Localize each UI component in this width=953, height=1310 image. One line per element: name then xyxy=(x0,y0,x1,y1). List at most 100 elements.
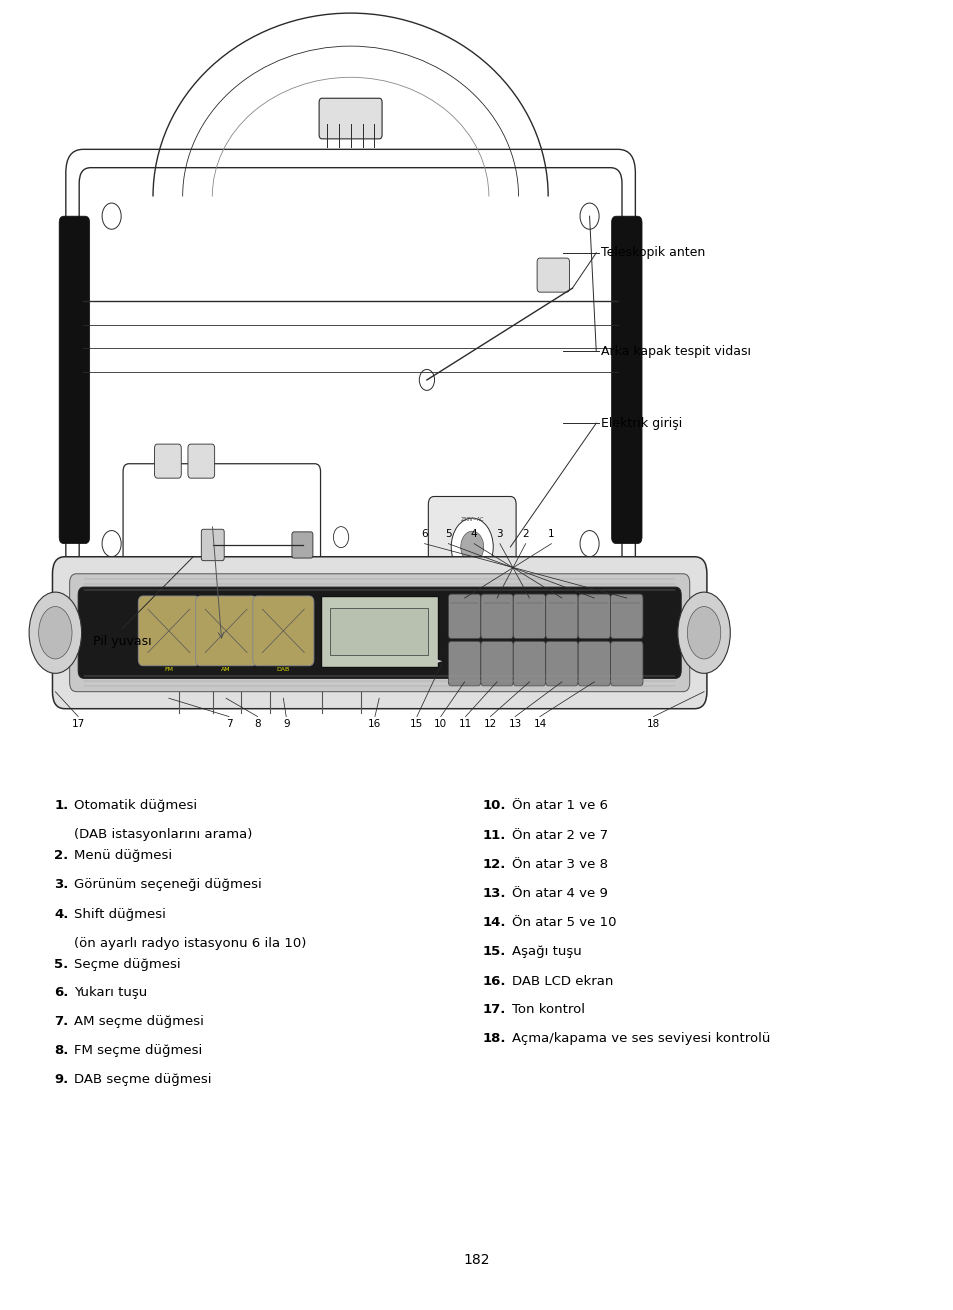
Circle shape xyxy=(579,531,598,557)
FancyBboxPatch shape xyxy=(428,496,516,597)
FancyBboxPatch shape xyxy=(318,98,381,139)
Text: 1: 1 xyxy=(548,529,554,540)
Text: Ön atar 5 ve 10: Ön atar 5 ve 10 xyxy=(512,916,617,929)
FancyBboxPatch shape xyxy=(545,595,578,639)
FancyBboxPatch shape xyxy=(537,258,569,292)
Text: 6: 6 xyxy=(421,529,427,540)
Text: 17.: 17. xyxy=(481,1003,505,1017)
Text: 3: 3 xyxy=(497,529,502,540)
Text: Menü düğmesi: Menü düğmesi xyxy=(74,849,172,862)
Text: 7: 7 xyxy=(226,719,232,730)
Text: Görünüm seçeneği düğmesi: Görünüm seçeneği düğmesi xyxy=(74,878,262,891)
Text: Aşağı tuşu: Aşağı tuşu xyxy=(512,945,581,958)
Text: 12.: 12. xyxy=(481,858,505,871)
Circle shape xyxy=(579,203,598,229)
Ellipse shape xyxy=(686,607,720,659)
Text: 12: 12 xyxy=(483,719,497,730)
Text: 14.: 14. xyxy=(481,916,505,929)
Text: 7.: 7. xyxy=(54,1015,69,1028)
Text: Ön atar 2 ve 7: Ön atar 2 ve 7 xyxy=(512,829,608,842)
Text: Ön atar 4 ve 9: Ön atar 4 ve 9 xyxy=(512,887,607,900)
FancyBboxPatch shape xyxy=(78,587,680,679)
Text: Pil yuvası: Pil yuvası xyxy=(93,635,152,648)
Text: 13.: 13. xyxy=(481,887,505,900)
Text: 230V~AC: 230V~AC xyxy=(460,517,483,523)
Circle shape xyxy=(460,532,483,563)
FancyBboxPatch shape xyxy=(188,444,214,478)
FancyBboxPatch shape xyxy=(448,642,480,686)
FancyBboxPatch shape xyxy=(611,216,641,544)
Text: 10.: 10. xyxy=(481,799,505,812)
FancyBboxPatch shape xyxy=(578,595,610,639)
Circle shape xyxy=(451,517,493,576)
Text: 13: 13 xyxy=(508,719,521,730)
Text: Ön atar 1 ve 6: Ön atar 1 ve 6 xyxy=(512,799,608,812)
Text: 9: 9 xyxy=(283,719,289,730)
Text: 8: 8 xyxy=(254,719,260,730)
Ellipse shape xyxy=(38,607,71,659)
Text: FM: FM xyxy=(164,667,173,672)
Text: 4: 4 xyxy=(471,529,476,540)
FancyBboxPatch shape xyxy=(480,642,513,686)
Text: Ön atar 3 ve 8: Ön atar 3 ve 8 xyxy=(512,858,608,871)
FancyBboxPatch shape xyxy=(201,529,224,561)
Text: 6.: 6. xyxy=(54,986,69,1000)
Text: 15: 15 xyxy=(410,719,423,730)
Text: 11: 11 xyxy=(458,719,472,730)
Text: 2.: 2. xyxy=(54,849,69,862)
FancyBboxPatch shape xyxy=(138,596,199,665)
FancyBboxPatch shape xyxy=(578,642,610,686)
FancyBboxPatch shape xyxy=(253,596,314,665)
Text: 5: 5 xyxy=(445,529,451,540)
Text: 1.: 1. xyxy=(54,799,69,812)
FancyBboxPatch shape xyxy=(79,168,621,592)
Text: 18.: 18. xyxy=(481,1032,505,1045)
Text: DAB: DAB xyxy=(276,667,290,672)
FancyBboxPatch shape xyxy=(320,596,437,667)
Circle shape xyxy=(334,527,349,548)
Text: 10: 10 xyxy=(434,719,447,730)
FancyBboxPatch shape xyxy=(70,574,689,692)
Text: Açma/kapama ve ses seviyesi kontrolü: Açma/kapama ve ses seviyesi kontrolü xyxy=(512,1032,770,1045)
FancyBboxPatch shape xyxy=(154,444,181,478)
Text: Yukarı tuşu: Yukarı tuşu xyxy=(74,986,148,1000)
Text: DAB LCD ekran: DAB LCD ekran xyxy=(512,975,613,988)
FancyBboxPatch shape xyxy=(59,216,90,544)
Text: 9.: 9. xyxy=(54,1073,69,1086)
FancyBboxPatch shape xyxy=(513,595,545,639)
Text: DAB seçme düğmesi: DAB seçme düğmesi xyxy=(74,1073,212,1086)
Text: Ton kontrol: Ton kontrol xyxy=(512,1003,585,1017)
Text: Seçme düğmesi: Seçme düğmesi xyxy=(74,958,181,971)
Text: Shift düğmesi: Shift düğmesi xyxy=(74,908,166,921)
Text: 14: 14 xyxy=(533,719,546,730)
Text: AM: AM xyxy=(221,667,231,672)
Text: (DAB istasyonlarını arama): (DAB istasyonlarını arama) xyxy=(74,828,253,841)
Text: 5.: 5. xyxy=(54,958,69,971)
Ellipse shape xyxy=(677,592,730,673)
Text: 11.: 11. xyxy=(481,829,505,842)
Circle shape xyxy=(102,531,121,557)
Text: 15.: 15. xyxy=(481,945,505,958)
Circle shape xyxy=(419,369,435,390)
Text: FM seçme düğmesi: FM seçme düğmesi xyxy=(74,1044,202,1057)
FancyBboxPatch shape xyxy=(123,464,320,683)
Text: Teleskopik anten: Teleskopik anten xyxy=(600,246,704,259)
Ellipse shape xyxy=(29,592,81,673)
Text: 2: 2 xyxy=(522,529,528,540)
Text: Arka kapak tespit vidası: Arka kapak tespit vidası xyxy=(600,345,750,358)
Text: 182: 182 xyxy=(463,1254,490,1267)
FancyBboxPatch shape xyxy=(610,595,642,639)
Text: 3.: 3. xyxy=(54,878,69,891)
Text: Otomatik düğmesi: Otomatik düğmesi xyxy=(74,799,197,812)
Text: 16.: 16. xyxy=(481,975,505,988)
FancyBboxPatch shape xyxy=(610,642,642,686)
FancyBboxPatch shape xyxy=(448,595,480,639)
FancyBboxPatch shape xyxy=(480,595,513,639)
Text: 4.: 4. xyxy=(54,908,69,921)
Text: 18: 18 xyxy=(646,719,659,730)
Text: (ön ayarlı radyo istasyonu 6 ila 10): (ön ayarlı radyo istasyonu 6 ila 10) xyxy=(74,937,307,950)
Text: 16: 16 xyxy=(368,719,381,730)
Text: ►: ► xyxy=(436,658,442,664)
Text: AM seçme düğmesi: AM seçme düğmesi xyxy=(74,1015,204,1028)
Circle shape xyxy=(102,203,121,229)
